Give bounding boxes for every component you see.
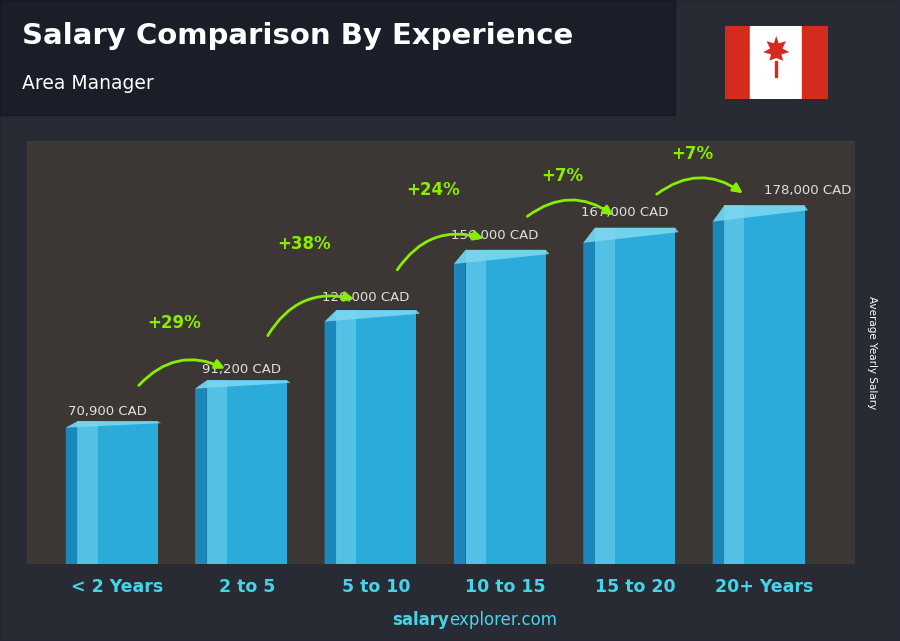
Bar (77, 421, 158, 564)
Polygon shape (195, 380, 291, 388)
Text: +24%: +24% (407, 181, 460, 199)
Text: explorer.com: explorer.com (449, 612, 557, 629)
Polygon shape (66, 421, 161, 428)
Bar (751, 26, 802, 99)
Bar (465, 250, 486, 564)
Polygon shape (713, 206, 808, 222)
Text: salary: salary (392, 612, 449, 629)
Bar (595, 228, 675, 564)
Polygon shape (195, 380, 207, 564)
Text: +29%: +29% (148, 313, 202, 331)
Polygon shape (713, 206, 725, 564)
Text: 156,000 CAD: 156,000 CAD (452, 229, 539, 242)
Bar (855, 141, 900, 564)
Polygon shape (66, 421, 77, 564)
Text: Salary Comparison By Experience: Salary Comparison By Experience (22, 22, 574, 51)
Polygon shape (325, 310, 420, 322)
Polygon shape (763, 36, 789, 61)
Bar (724, 206, 744, 564)
Text: 178,000 CAD: 178,000 CAD (764, 183, 851, 197)
Bar (77, 421, 97, 564)
Bar (207, 380, 227, 564)
Text: 126,000 CAD: 126,000 CAD (322, 291, 410, 304)
Polygon shape (583, 228, 679, 243)
Polygon shape (583, 228, 595, 564)
Text: +38%: +38% (277, 235, 330, 253)
Bar (27, 141, 855, 564)
Text: Average Yearly Salary: Average Yearly Salary (868, 296, 878, 409)
Bar (337, 310, 356, 564)
Text: 167,000 CAD: 167,000 CAD (580, 206, 668, 219)
FancyBboxPatch shape (723, 24, 830, 101)
Bar (775, 61, 778, 76)
Bar (595, 228, 615, 564)
Bar (724, 206, 805, 564)
Bar (337, 310, 417, 564)
Text: Area Manager: Area Manager (22, 74, 154, 93)
Text: 91,200 CAD: 91,200 CAD (202, 363, 281, 376)
Polygon shape (325, 310, 337, 564)
Text: 70,900 CAD: 70,900 CAD (68, 404, 148, 418)
Text: +7%: +7% (670, 145, 713, 163)
Polygon shape (454, 250, 549, 264)
Bar (207, 380, 287, 564)
Polygon shape (454, 250, 465, 564)
Bar (802, 26, 828, 99)
Text: +7%: +7% (542, 167, 584, 185)
Bar (724, 26, 751, 99)
Bar (465, 250, 545, 564)
